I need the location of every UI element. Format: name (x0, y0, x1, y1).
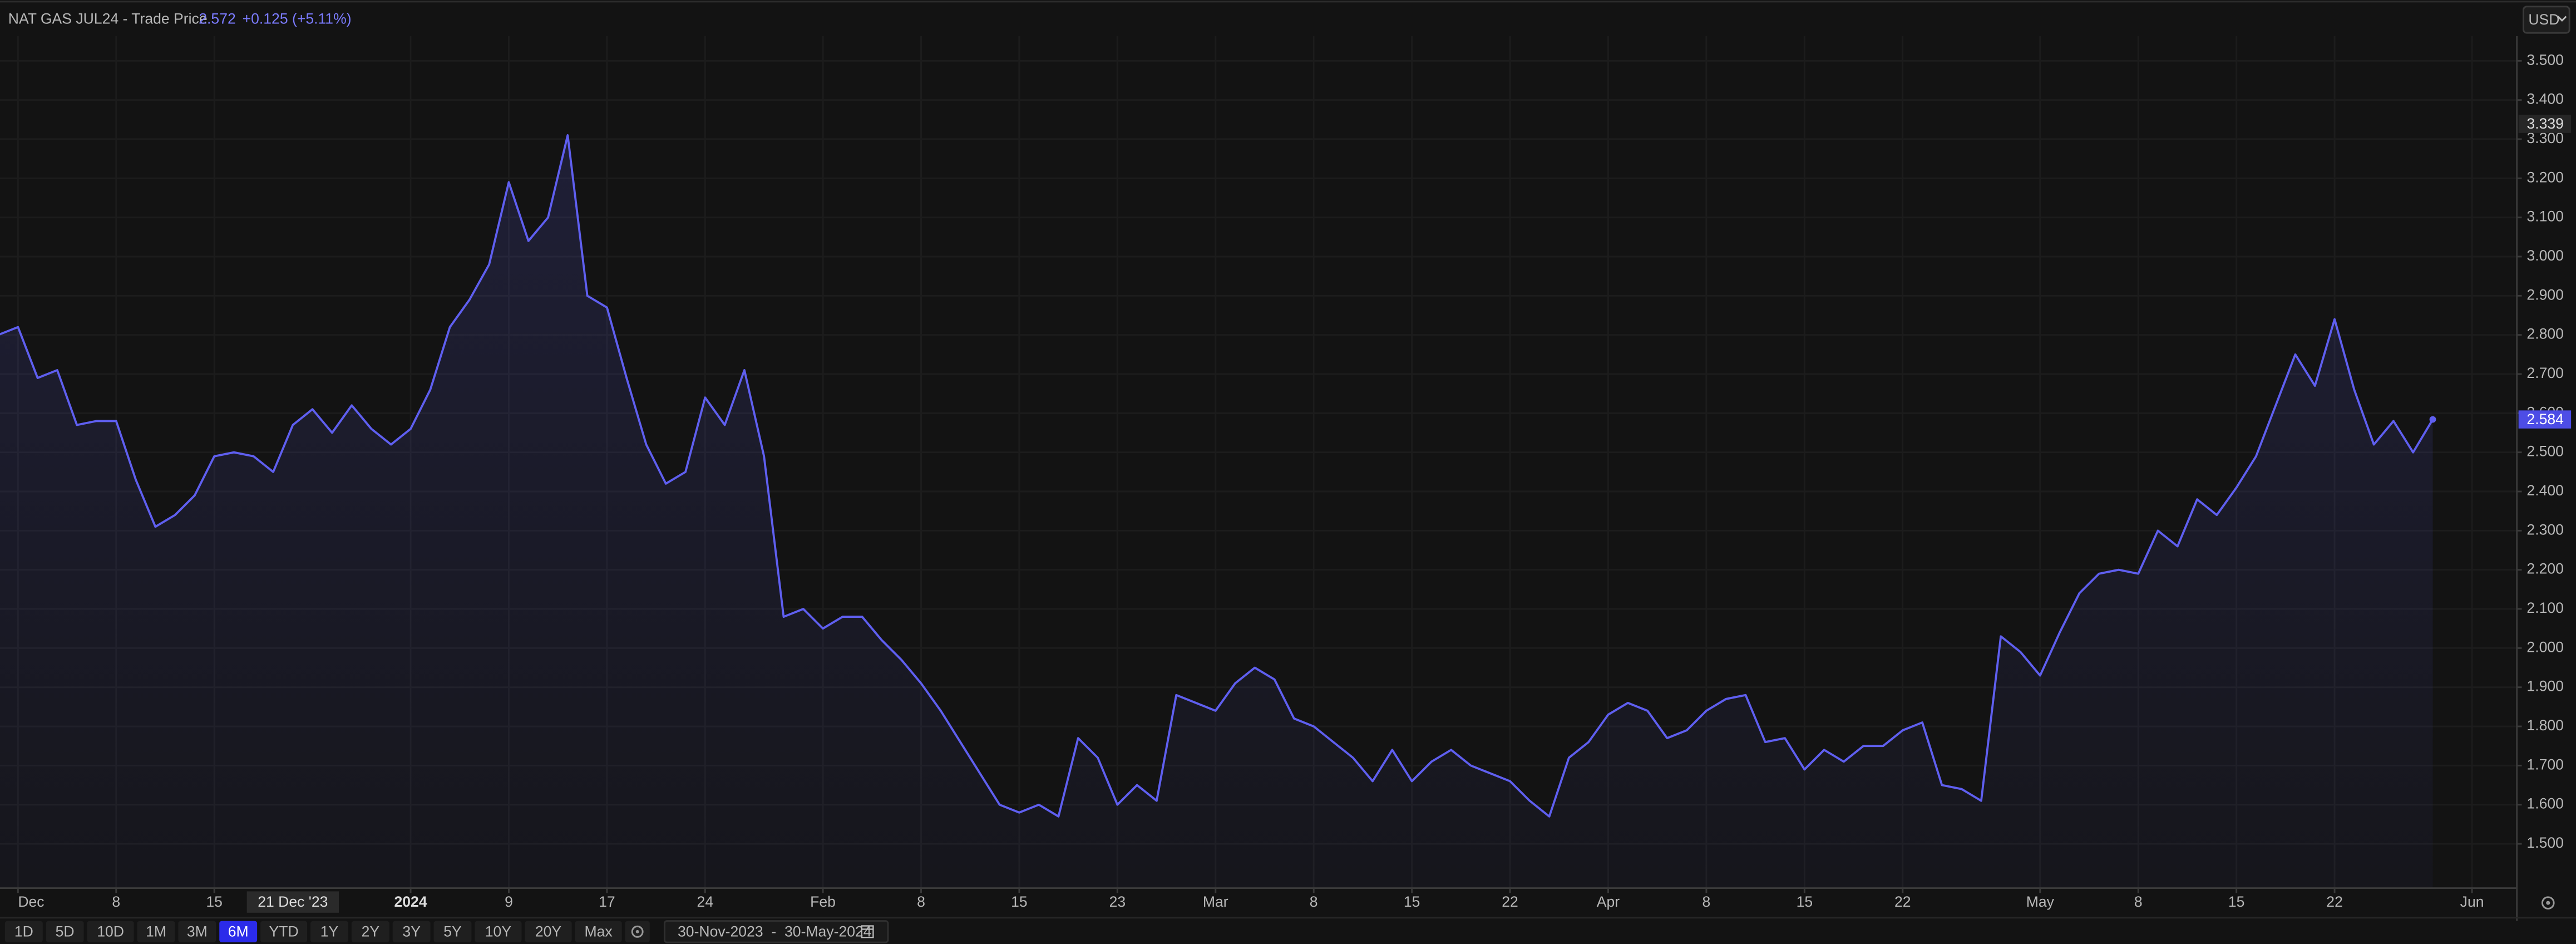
range-button-label[interactable]: 10D (97, 923, 124, 940)
last-price: 2.572 (199, 10, 235, 27)
x-tick-label: Feb (810, 893, 836, 910)
range-button[interactable] (525, 921, 572, 943)
range-button[interactable] (575, 921, 622, 943)
x-tick-label: 8 (1310, 893, 1318, 910)
x-tick-label: 22 (1502, 893, 1518, 910)
y-tick-label: 3.000 (2526, 247, 2563, 264)
marker-label: 3.339 (2526, 115, 2563, 132)
y-tick-label: 2.100 (2526, 599, 2563, 616)
y-tick-label: 1.600 (2526, 795, 2563, 812)
gear-icon (631, 925, 644, 938)
range-button[interactable] (433, 921, 472, 943)
marker-badge (2518, 115, 2572, 133)
x-tick-label: 15 (2228, 893, 2245, 910)
x-tick-label: 22 (2326, 893, 2343, 910)
range-button-label[interactable]: 3M (187, 923, 208, 940)
range-button-label[interactable]: 1D (14, 923, 33, 940)
x-tick-label: 8 (917, 893, 925, 910)
range-button-label[interactable]: 20Y (535, 923, 562, 940)
x-tick-label: May (2026, 893, 2055, 910)
x-tick-label: 8 (1702, 893, 1711, 910)
range-button-label[interactable]: 5Y (443, 923, 462, 940)
y-tick-label: 2.200 (2526, 560, 2563, 577)
price-change: +0.125 (+5.11%) (243, 10, 352, 27)
y-tick-label: 2.000 (2526, 638, 2563, 655)
instrument-title: NAT GAS JUL24 - Trade Price (8, 10, 208, 27)
range-button[interactable] (260, 921, 308, 943)
crosshair-badge (246, 891, 339, 913)
y-tick-label: 2.800 (2526, 326, 2563, 342)
x-tick-label: 15 (1797, 893, 1813, 910)
x-tick-label: Mar (1203, 893, 1228, 910)
x-tick-label: Jun (2460, 893, 2484, 910)
y-tick-label: 2.300 (2526, 521, 2563, 538)
range-button[interactable] (392, 921, 431, 943)
x-tick-label: 15 (1011, 893, 1028, 910)
x-tick-label: 8 (112, 893, 120, 910)
date-range-box[interactable] (663, 920, 889, 943)
range-button[interactable] (46, 921, 84, 943)
range-button[interactable] (351, 921, 389, 943)
currency-label[interactable]: USD (2528, 11, 2559, 28)
x-tick-label: Dec (18, 893, 44, 910)
range-button-label[interactable]: 1M (146, 923, 166, 940)
x-tick-label: 15 (206, 893, 223, 910)
y-tick-label: 2.400 (2526, 482, 2563, 499)
range-button[interactable] (178, 921, 216, 943)
crosshair-label: 21 Dec '23 (258, 893, 328, 910)
last-point (2429, 416, 2436, 423)
range-button[interactable] (475, 921, 522, 943)
range-button[interactable] (4, 921, 43, 943)
y-tick-label: 1.900 (2526, 678, 2563, 695)
y-tick-label: 2.700 (2526, 365, 2563, 381)
range-button-label[interactable]: Max (584, 923, 612, 940)
x-tick-label: 8 (2134, 893, 2143, 910)
range-button-label[interactable]: YTD (269, 923, 299, 940)
range-button-label[interactable]: 10Y (485, 923, 512, 940)
range-toolbar: 1D 5D 10D 1M 3M 6M YTD 1Y 2Y 3Y 5Y 10Y 20Y Max 30-Nov-… (4, 920, 889, 943)
range-button-label[interactable]: 3Y (402, 923, 421, 940)
range-button[interactable] (310, 921, 348, 943)
range-button-label[interactable]: 6M (228, 923, 249, 940)
x-tick-label: 23 (1109, 893, 1126, 910)
y-tick-label: 3.100 (2526, 208, 2563, 225)
range-button-label[interactable]: 5D (56, 923, 75, 940)
range-button[interactable] (87, 921, 134, 943)
date-range-label[interactable]: 30-Nov-2023 - 30-May-2024 (678, 923, 872, 940)
settings-icon[interactable] (2541, 896, 2555, 909)
y-tick-label: 1.500 (2526, 834, 2563, 851)
currency-button[interactable] (2523, 6, 2570, 34)
range-button-label[interactable]: 2Y (362, 923, 380, 940)
range-button-label[interactable]: 1Y (320, 923, 339, 940)
x-tick-label: 22 (1894, 893, 1911, 910)
x-tick-label: 24 (697, 893, 714, 910)
range-button[interactable] (137, 921, 175, 943)
last-price-badge (2518, 410, 2572, 429)
x-tick-label: 2024 (394, 893, 427, 910)
x-tick-label: 17 (599, 893, 615, 910)
x-tick-label: Apr (1597, 893, 1620, 910)
y-tick-label: 1.800 (2526, 717, 2563, 734)
plot-area (0, 36, 2517, 888)
y-tick-label: 3.200 (2526, 169, 2563, 185)
x-tick-label: 9 (505, 893, 513, 910)
y-tick-label: 3.500 (2526, 51, 2563, 68)
x-tick-label: 15 (1404, 893, 1420, 910)
price-line (0, 134, 2434, 818)
dropdown-arrow (2557, 16, 2567, 22)
y-tick-label: 1.700 (2526, 756, 2563, 773)
y-tick-label: 3.400 (2526, 91, 2563, 107)
gear-icon-dot (635, 930, 639, 933)
calendar-icon (861, 925, 874, 938)
last-price-label: 2.584 (2526, 411, 2563, 427)
settings-icon-dot (2546, 901, 2550, 905)
range-button[interactable] (219, 921, 258, 943)
area-fill (0, 135, 2433, 888)
y-tick-label: 2.900 (2526, 286, 2563, 303)
y-tick-label: 2.500 (2526, 443, 2563, 460)
